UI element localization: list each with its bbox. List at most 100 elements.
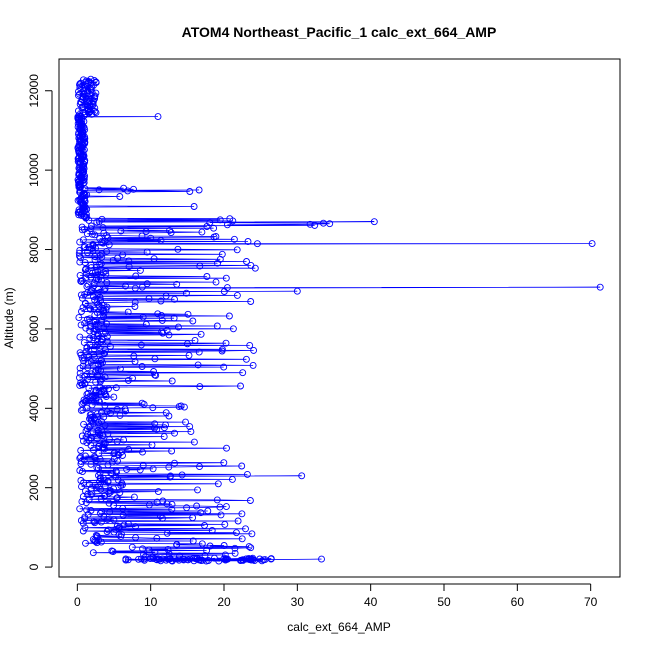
data-point (76, 333, 84, 341)
data-point (258, 557, 266, 565)
data-point (233, 291, 241, 299)
data-point (177, 402, 185, 410)
data-point (87, 261, 95, 269)
data-point (120, 521, 128, 529)
data-point (237, 382, 244, 390)
data-point (80, 339, 88, 347)
y-tick-label: 8000 (27, 236, 41, 263)
data-point (189, 514, 197, 522)
data-point (92, 78, 100, 86)
data-point (95, 449, 103, 457)
data-point (99, 224, 107, 232)
data-point (101, 373, 109, 381)
data-point (145, 501, 153, 509)
data-point (154, 488, 162, 496)
data-point (102, 329, 110, 337)
data-point (104, 430, 112, 438)
data-point (98, 316, 106, 324)
data-point (94, 427, 102, 434)
data-point (138, 399, 146, 407)
data-point (77, 447, 85, 454)
data-point (106, 508, 114, 516)
data-point (370, 218, 378, 226)
data-point (78, 380, 86, 388)
data-point (186, 188, 194, 195)
data-point (230, 235, 238, 243)
plot-frame (58, 58, 621, 578)
data-point (87, 414, 95, 422)
data-point (87, 460, 95, 468)
data-point (184, 310, 192, 318)
data-point (223, 221, 231, 229)
data-point (84, 364, 92, 372)
data-point (221, 520, 229, 528)
data-point (96, 474, 104, 482)
data-point (157, 297, 165, 305)
data-point (130, 493, 138, 501)
data-point (165, 550, 173, 558)
data-point (218, 345, 226, 353)
data-point (76, 238, 84, 246)
data-point (138, 283, 146, 291)
data-point (116, 411, 124, 419)
data-point (206, 219, 214, 227)
data-point (218, 250, 226, 258)
data-point (100, 439, 108, 447)
data-point (81, 299, 89, 307)
data-point (183, 504, 191, 512)
data-point (79, 76, 87, 84)
data-point (90, 305, 98, 313)
data-point (250, 346, 258, 354)
data-point (79, 236, 87, 244)
data-point (596, 283, 604, 291)
data-point (216, 503, 224, 511)
data-point (194, 486, 201, 494)
data-point (190, 203, 198, 210)
data-point (213, 322, 221, 330)
series-layer (74, 75, 604, 565)
data-point (86, 334, 94, 342)
data-point (87, 507, 95, 514)
data-point (132, 523, 139, 531)
data-point (154, 113, 162, 121)
data-point (142, 320, 150, 328)
data-point (83, 390, 91, 398)
data-point (189, 317, 197, 325)
data-point (76, 84, 84, 92)
data-point (204, 507, 212, 515)
data-point (118, 448, 126, 456)
data-point (215, 557, 223, 565)
data-point (103, 279, 111, 287)
x-tick-label: 60 (511, 595, 525, 609)
data-point (91, 321, 99, 329)
data-point (173, 280, 181, 288)
y-tick-label: 12000 (27, 74, 41, 108)
data-point (221, 551, 229, 559)
data-point (149, 465, 157, 473)
data-point (87, 323, 95, 330)
data-point (152, 555, 160, 563)
data-point (139, 545, 147, 553)
data-point (238, 462, 246, 470)
data-point (162, 292, 170, 300)
data-point (83, 370, 91, 378)
data-point (120, 436, 128, 444)
data-point (96, 469, 104, 477)
x-tick-label: 30 (291, 595, 305, 609)
data-point (77, 254, 84, 262)
data-point (157, 236, 165, 244)
data-point (119, 251, 127, 259)
data-point (96, 251, 104, 259)
data-point (132, 534, 140, 542)
data-point (159, 514, 166, 522)
data-point (208, 527, 216, 534)
data-point (85, 495, 93, 503)
data-point (187, 428, 195, 436)
data-point (94, 443, 102, 451)
data-point (82, 77, 90, 85)
data-point (162, 409, 170, 417)
data-point (212, 233, 220, 240)
data-point (154, 310, 162, 318)
data-point (86, 411, 94, 419)
data-point (103, 248, 110, 255)
